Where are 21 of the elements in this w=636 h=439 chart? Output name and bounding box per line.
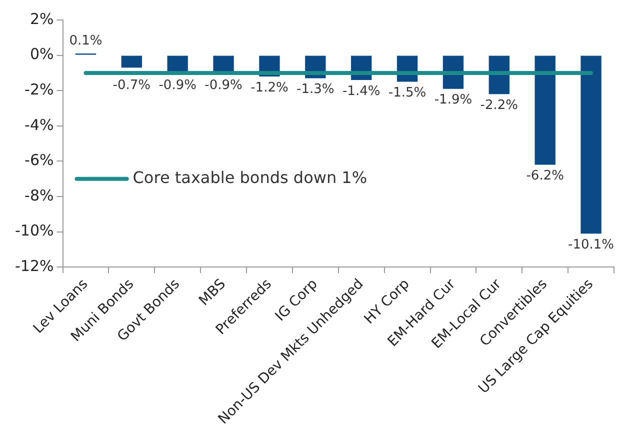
y-tick-label: -4% <box>24 116 54 134</box>
data-label: -1.4% <box>342 84 380 99</box>
legend-label: Core taxable bonds down 1% <box>132 168 368 188</box>
data-label: -10.1% <box>568 237 614 252</box>
y-tick-label: -12% <box>14 257 54 276</box>
data-label: -0.7% <box>112 78 151 93</box>
y-tick-label: -8% <box>24 186 54 204</box>
data-label: 0.1% <box>69 33 102 48</box>
data-label: -1.9% <box>434 92 472 108</box>
data-label: -1.2% <box>250 80 288 96</box>
y-tick-label: -2% <box>24 80 54 98</box>
data-label: -2.2% <box>480 98 518 114</box>
y-tick-label: -10% <box>14 222 54 240</box>
data-label: -0.9% <box>204 78 242 93</box>
y-tick-label: 0% <box>30 45 54 64</box>
y-tick-label: -6% <box>24 151 54 170</box>
data-label: -1.5% <box>388 86 426 101</box>
y-tick-label: 2% <box>30 10 54 28</box>
data-label: -0.9% <box>158 78 196 93</box>
data-label: -1.3% <box>296 82 334 98</box>
data-label: -6.2% <box>526 168 564 184</box>
